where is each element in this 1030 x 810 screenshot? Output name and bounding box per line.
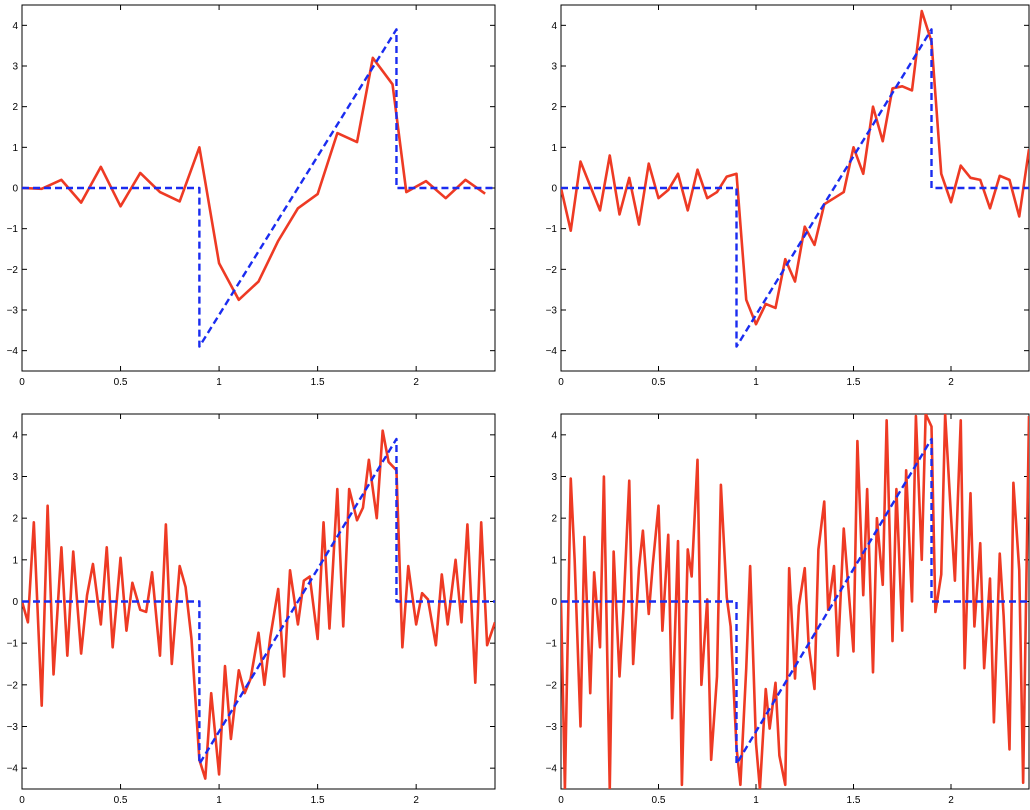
y-tick-label: −4 <box>7 764 19 775</box>
chart-panel-top-left: 0 0.5 1 1.5 2 −4 −3 −2 −1 0 1 2 3 4 <box>7 4 496 388</box>
x-tick-label: 0 <box>19 377 25 388</box>
x-tick-label: 1.5 <box>311 795 325 806</box>
series-line-solid <box>561 414 1029 789</box>
y-tick-label: −4 <box>546 346 558 357</box>
y-tick-label: −2 <box>7 265 19 276</box>
y-tick-label: 0 <box>12 597 18 608</box>
x-tick-label: 0.5 <box>114 795 128 806</box>
y-tick-label: −4 <box>7 346 19 357</box>
y-tick-label: 2 <box>551 102 557 113</box>
y-tick-label: 3 <box>12 472 18 483</box>
series-line-solid <box>22 429 495 780</box>
y-tick-label: −2 <box>546 265 558 276</box>
y-tick-label: 0 <box>551 184 557 195</box>
y-tick-label: −1 <box>7 639 19 650</box>
y-tick-label: −1 <box>546 639 558 650</box>
x-tick-label: 1 <box>753 377 759 388</box>
series-line-dashed <box>561 437 1029 766</box>
y-tick-label: −4 <box>546 764 558 775</box>
x-tick-label: 0.5 <box>652 795 666 806</box>
y-tick-label: 1 <box>551 143 557 154</box>
y-tick-label: −2 <box>7 680 19 691</box>
y-tick-label: 0 <box>551 597 557 608</box>
series-line-dashed <box>22 28 495 348</box>
y-tick-label: 4 <box>12 430 18 441</box>
x-tick-label: 1.5 <box>847 795 861 806</box>
y-tick-label: −3 <box>546 306 558 317</box>
y-tick-label: −2 <box>546 680 558 691</box>
x-tick-label: 0.5 <box>114 377 128 388</box>
x-tick-label: 0 <box>558 377 564 388</box>
series-line-solid <box>22 56 486 302</box>
y-tick-label: 1 <box>12 143 18 154</box>
y-tick-label: −3 <box>7 722 19 733</box>
x-tick-label: 1.5 <box>311 377 325 388</box>
y-tick-label: 4 <box>12 21 18 32</box>
y-tick-label: 2 <box>551 514 557 525</box>
chart-panel-top-right: 0 0.5 1 1.5 2 −4 −3 −2 −1 0 1 2 3 4 <box>546 4 1030 388</box>
x-tick-label: 0.5 <box>652 377 666 388</box>
chart-panel-bottom-right: 0 0.5 1 1.5 2 −4 −3 −2 −1 0 1 2 3 4 <box>546 413 1030 806</box>
y-tick-label: −3 <box>546 722 558 733</box>
series-line-dashed <box>22 437 495 766</box>
y-tick-label: 1 <box>551 555 557 566</box>
y-tick-label: 2 <box>12 102 18 113</box>
series-line-dashed <box>561 28 1029 348</box>
y-tick-label: 3 <box>551 472 557 483</box>
y-tick-label: −1 <box>546 224 558 235</box>
y-tick-label: 3 <box>12 62 18 73</box>
x-tick-label: 1.5 <box>847 377 861 388</box>
x-tick-label: 1 <box>753 795 759 806</box>
x-tick-label: 1 <box>216 377 222 388</box>
y-tick-label: 0 <box>12 184 18 195</box>
y-tick-label: 4 <box>551 430 557 441</box>
x-tick-label: 0 <box>558 795 564 806</box>
x-tick-label: 0 <box>19 795 25 806</box>
y-tick-label: 4 <box>551 21 557 32</box>
y-tick-label: 1 <box>12 555 18 566</box>
series-line-solid <box>561 9 1029 326</box>
x-tick-label: 2 <box>948 795 954 806</box>
chart-panel-bottom-left: 0 0.5 1 1.5 2 −4 −3 −2 −1 0 1 2 3 4 <box>7 413 496 806</box>
x-tick-label: 2 <box>948 377 954 388</box>
x-tick-label: 1 <box>216 795 222 806</box>
y-tick-label: 2 <box>12 514 18 525</box>
x-tick-label: 2 <box>413 377 419 388</box>
y-tick-label: −3 <box>7 306 19 317</box>
y-tick-label: 3 <box>551 62 557 73</box>
y-tick-label: −1 <box>7 224 19 235</box>
x-tick-label: 2 <box>413 795 419 806</box>
